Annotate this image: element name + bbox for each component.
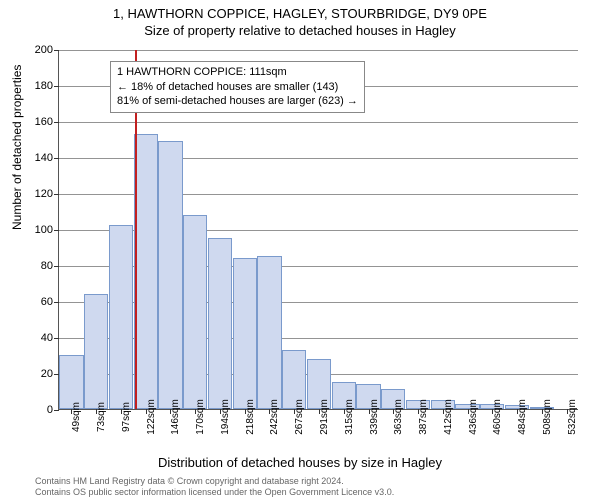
x-tick	[294, 409, 295, 414]
bar	[257, 256, 281, 409]
y-tick	[54, 158, 59, 159]
y-tick	[54, 122, 59, 123]
y-tick-label: 160	[35, 116, 53, 128]
bar	[134, 134, 158, 409]
chart-area: 02040608010012014016018020049sqm73sqm97s…	[58, 50, 578, 410]
grid-line	[59, 50, 578, 51]
bar	[158, 141, 182, 409]
x-tick-label: 49sqm	[71, 402, 82, 432]
x-tick	[121, 409, 122, 414]
info-line-3: 81% of semi-detached houses are larger (…	[117, 94, 358, 109]
x-tick-label: 122sqm	[146, 399, 157, 435]
x-tick-label: 460sqm	[492, 399, 503, 435]
x-tick	[245, 409, 246, 414]
x-tick	[344, 409, 345, 414]
y-tick	[54, 194, 59, 195]
x-tick	[170, 409, 171, 414]
x-tick-label: 170sqm	[195, 399, 206, 435]
x-tick	[517, 409, 518, 414]
x-tick	[146, 409, 147, 414]
y-tick	[54, 338, 59, 339]
grid-line	[59, 122, 578, 123]
y-tick-label: 180	[35, 80, 53, 92]
x-tick	[96, 409, 97, 414]
x-tick-label: 532sqm	[567, 399, 578, 435]
page-title: 1, HAWTHORN COPPICE, HAGLEY, STOURBRIDGE…	[0, 0, 600, 21]
x-tick	[492, 409, 493, 414]
x-tick	[567, 409, 568, 414]
y-tick-label: 100	[35, 224, 53, 236]
bar	[59, 355, 83, 409]
y-tick-label: 120	[35, 188, 53, 200]
x-tick-label: 436sqm	[468, 399, 479, 435]
bar	[208, 238, 232, 409]
x-axis-label: Distribution of detached houses by size …	[0, 455, 600, 470]
y-tick-label: 0	[47, 404, 53, 416]
bar	[109, 225, 133, 409]
x-tick-label: 146sqm	[170, 399, 181, 435]
info-box: 1 HAWTHORN COPPICE: 111sqm ← 18% of deta…	[110, 61, 365, 114]
x-tick-label: 339sqm	[369, 399, 380, 435]
x-tick-label: 315sqm	[344, 399, 355, 435]
attribution-line-1: Contains HM Land Registry data © Crown c…	[35, 476, 394, 487]
attribution-line-2: Contains OS public sector information li…	[35, 487, 394, 498]
x-tick	[220, 409, 221, 414]
y-tick-label: 140	[35, 152, 53, 164]
x-tick-label: 97sqm	[121, 402, 132, 432]
bar	[183, 215, 207, 409]
x-tick-label: 508sqm	[542, 399, 553, 435]
info-line-1: 1 HAWTHORN COPPICE: 111sqm	[117, 65, 358, 80]
y-tick-label: 200	[35, 44, 53, 56]
x-tick	[393, 409, 394, 414]
y-tick	[54, 86, 59, 87]
attribution: Contains HM Land Registry data © Crown c…	[35, 476, 394, 499]
y-tick-label: 80	[41, 260, 53, 272]
x-tick	[195, 409, 196, 414]
y-tick-label: 40	[41, 332, 53, 344]
y-tick	[54, 50, 59, 51]
y-tick	[54, 410, 59, 411]
page-subtitle: Size of property relative to detached ho…	[0, 21, 600, 38]
y-tick	[54, 266, 59, 267]
x-tick	[319, 409, 320, 414]
x-tick-label: 412sqm	[443, 399, 454, 435]
x-tick	[418, 409, 419, 414]
bar	[84, 294, 108, 409]
y-tick	[54, 230, 59, 231]
y-tick-label: 20	[41, 368, 53, 380]
info-line-2: ← 18% of detached houses are smaller (14…	[117, 80, 358, 95]
bar	[233, 258, 257, 409]
x-tick	[269, 409, 270, 414]
x-tick	[542, 409, 543, 414]
x-tick-label: 363sqm	[393, 399, 404, 435]
x-tick	[443, 409, 444, 414]
x-tick	[369, 409, 370, 414]
x-tick	[71, 409, 72, 414]
x-tick-label: 387sqm	[418, 399, 429, 435]
x-tick-label: 242sqm	[269, 399, 280, 435]
x-tick-label: 291sqm	[319, 399, 330, 435]
x-tick-label: 73sqm	[96, 402, 107, 432]
y-axis-label: Number of detached properties	[10, 65, 24, 230]
x-tick-label: 484sqm	[517, 399, 528, 435]
x-tick-label: 218sqm	[245, 399, 256, 435]
y-tick-label: 60	[41, 296, 53, 308]
x-tick-label: 194sqm	[220, 399, 231, 435]
x-tick-label: 267sqm	[294, 399, 305, 435]
x-tick	[468, 409, 469, 414]
y-tick	[54, 302, 59, 303]
